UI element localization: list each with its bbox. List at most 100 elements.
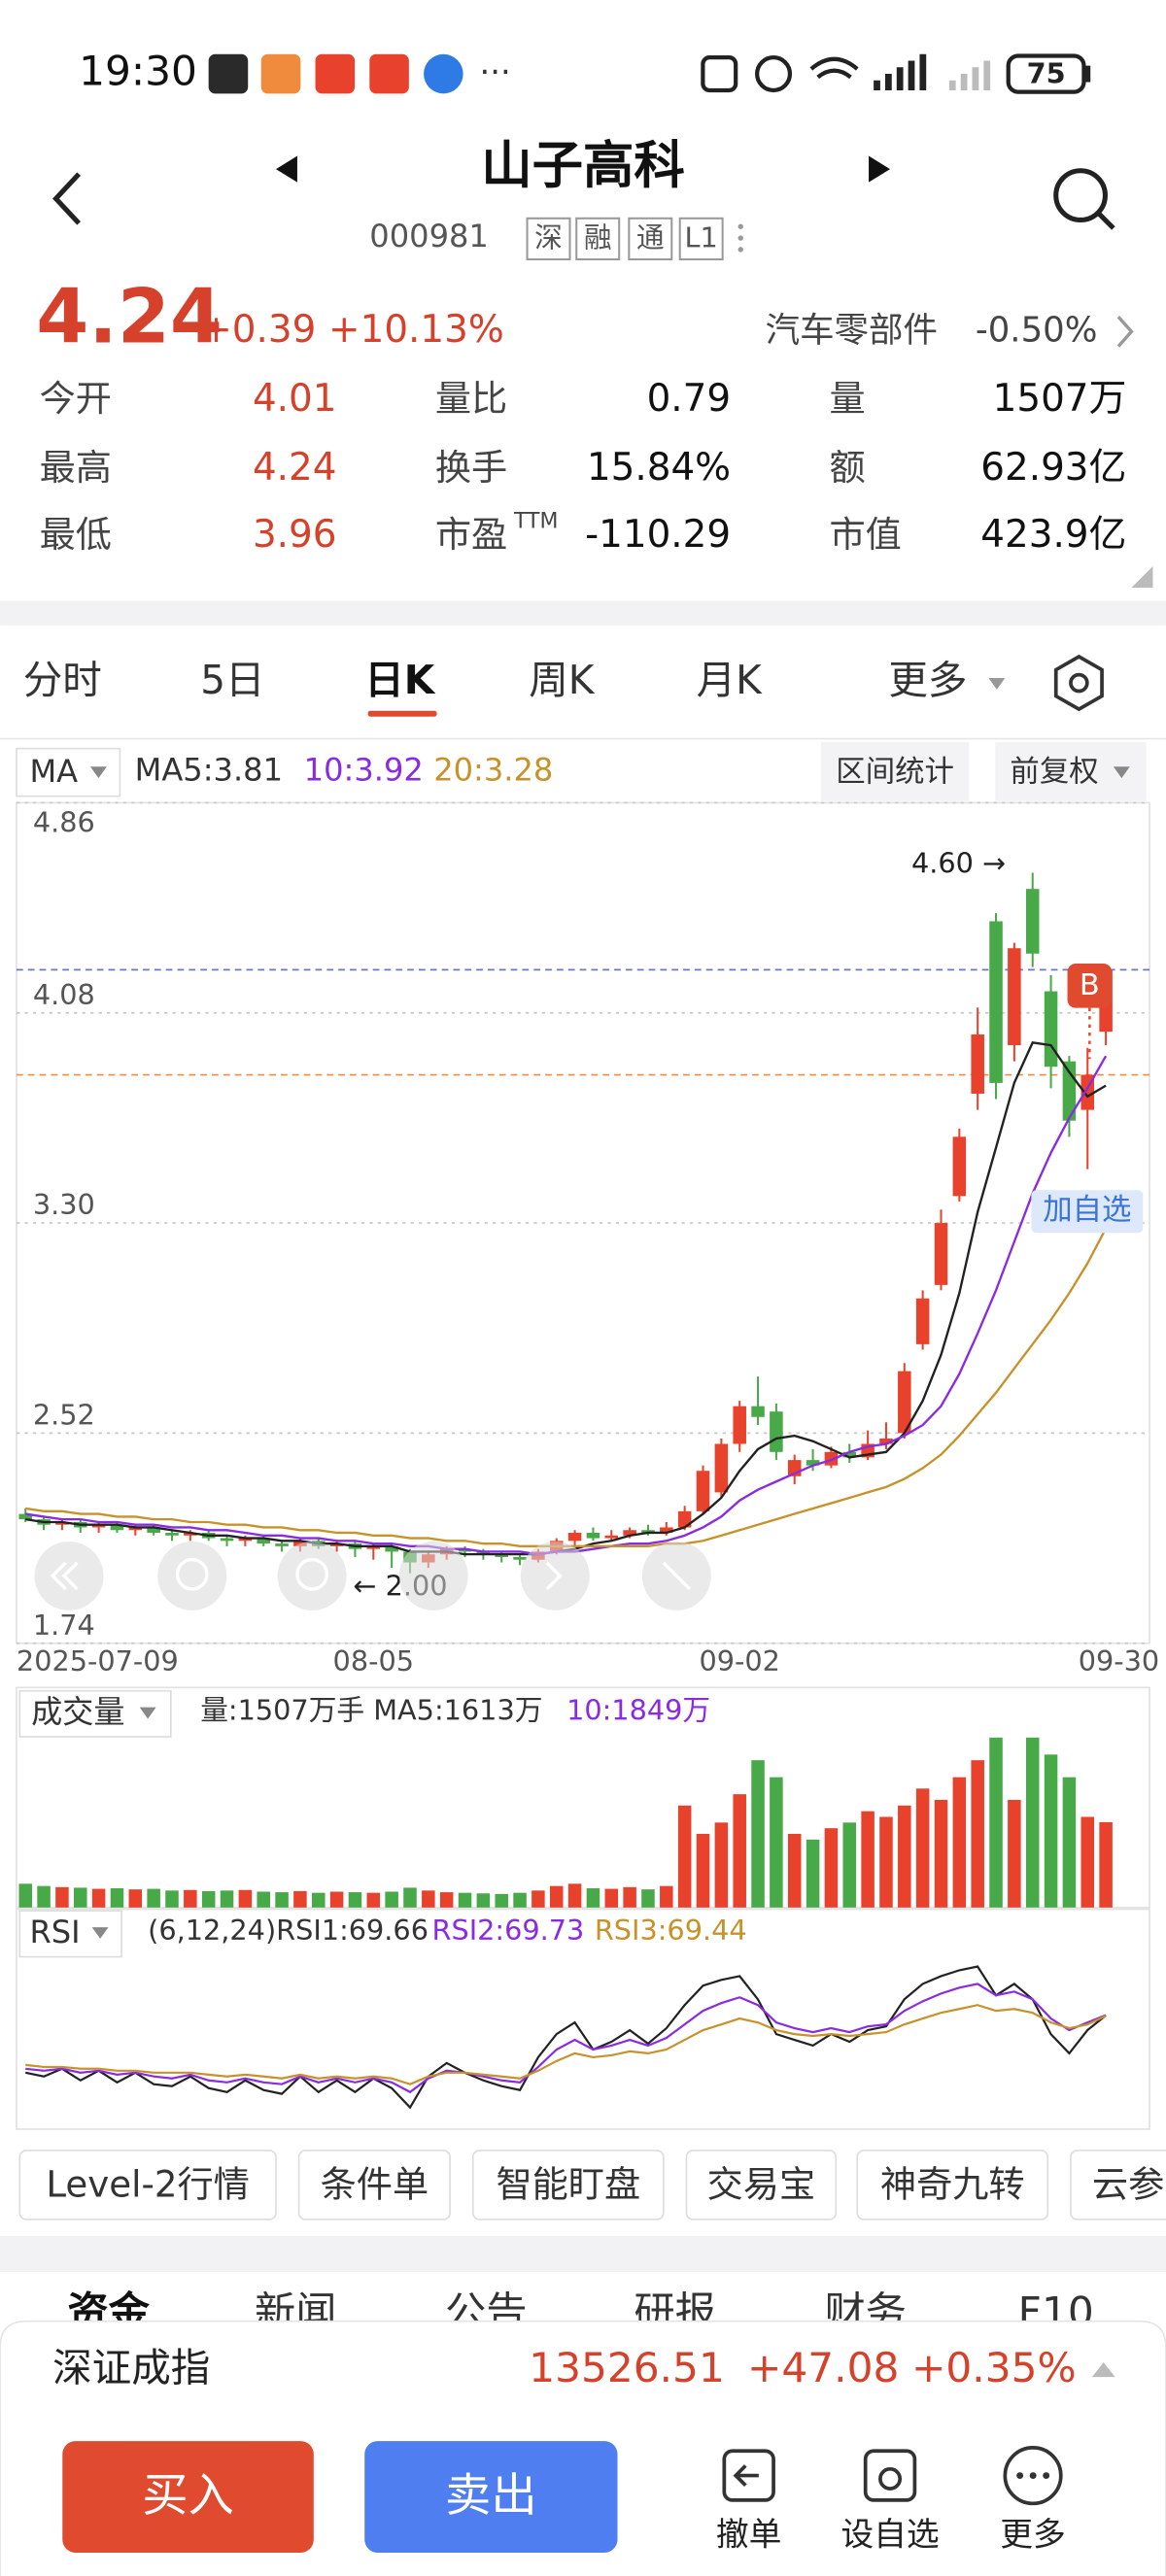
candle-body: [714, 1443, 729, 1493]
volume-bar: [677, 1805, 692, 1908]
feature-chip[interactable]: [1070, 2150, 1166, 2220]
candle-body: [586, 1533, 600, 1539]
stat-value: -110.29: [585, 513, 731, 557]
more-icon[interactable]: [1003, 2445, 1063, 2506]
candle-body: [660, 1527, 673, 1534]
stat-value: 15.84%: [587, 446, 731, 490]
candle-body: [696, 1471, 710, 1511]
stock-code: 000981: [369, 218, 489, 254]
search-button[interactable]: [1053, 168, 1108, 222]
rsi-caret: [91, 1927, 109, 1939]
volume-bar: [311, 1892, 326, 1908]
zoom-out[interactable]: [277, 1541, 347, 1610]
volume-bar: [495, 1893, 508, 1908]
index-change: +47.08: [747, 2344, 899, 2391]
feature-chip[interactable]: [856, 2150, 1049, 2220]
stat-label: 今开: [40, 377, 112, 420]
volume-bar: [329, 1891, 344, 1908]
feature-chip-label: 云参: [1092, 2163, 1164, 2206]
more-caret: [988, 677, 1006, 690]
candle-body: [915, 1298, 930, 1344]
cancel-glyph: [733, 2464, 759, 2488]
prev-stock[interactable]: [275, 155, 297, 183]
feature-chip-label: 条件单: [321, 2163, 429, 2206]
candle-body: [879, 1438, 893, 1444]
tag: 深: [534, 221, 563, 254]
ma-legend: MA5:3.81 10:3.92 20:3.28: [135, 751, 554, 788]
battery: [1006, 53, 1086, 94]
range-stats-label: 区间统计: [836, 756, 954, 790]
settings-button[interactable]: [1053, 654, 1104, 712]
next-stock[interactable]: [869, 155, 891, 183]
period-tab[interactable]: 更多: [888, 657, 967, 703]
tag-box: [678, 217, 724, 261]
volume-bar: [220, 1890, 234, 1908]
search-handle: [1096, 211, 1115, 230]
volume-bar: [861, 1811, 874, 1908]
ma-legend-item: 20:3.28: [433, 751, 553, 788]
volume-bar: [879, 1816, 893, 1908]
volume-bar: [403, 1887, 417, 1908]
cancel-icon[interactable]: [722, 2449, 775, 2502]
zoom-in[interactable]: [157, 1541, 227, 1610]
ma-selector[interactable]: [16, 747, 121, 797]
stock-name: 山子高科: [481, 136, 685, 195]
add-watch-tag[interactable]: [1031, 1190, 1144, 1234]
scroll-back[interactable]: [398, 1541, 468, 1610]
period-tab[interactable]: 周K: [529, 657, 596, 703]
candle-body: [733, 1406, 746, 1444]
index-name[interactable]: 深证成指: [52, 2344, 210, 2390]
last-price: 4.24: [36, 274, 223, 361]
volume-bar: [1062, 1777, 1077, 1908]
volume-bar: [238, 1889, 253, 1908]
watch-icon[interactable]: [863, 2449, 917, 2502]
candle-body: [165, 1533, 179, 1536]
volume-caret: [139, 1707, 156, 1719]
candle-body: [971, 1034, 984, 1094]
period-tab[interactable]: 日K: [364, 657, 436, 703]
candle-body: [495, 1554, 508, 1557]
candle-body: [567, 1533, 582, 1542]
app-icon: [369, 53, 409, 94]
sell-button[interactable]: [364, 2441, 618, 2554]
sector-name[interactable]: 汽车零部件: [766, 310, 938, 350]
volume-bar: [842, 1822, 857, 1908]
index-expand[interactable]: [1091, 2361, 1115, 2378]
range-stats-button[interactable]: [821, 741, 970, 801]
feature-chip[interactable]: [297, 2150, 451, 2220]
buy-button[interactable]: [62, 2441, 314, 2554]
divider: [0, 600, 1166, 626]
tag-box: [526, 217, 571, 261]
feature-chip[interactable]: [471, 2150, 665, 2220]
candle-body: [238, 1538, 253, 1542]
candle-body: [677, 1510, 692, 1528]
period-tab[interactable]: 5日: [200, 657, 264, 703]
rsi-selector[interactable]: [18, 1910, 122, 1958]
candle-body: [604, 1535, 619, 1539]
scroll-left[interactable]: [34, 1541, 104, 1610]
y-tick-label: 4.86: [33, 805, 95, 838]
feature-chip[interactable]: [685, 2150, 838, 2220]
ma-caret: [89, 766, 107, 779]
back-button[interactable]: [52, 172, 82, 225]
period-tab[interactable]: 分时: [23, 657, 102, 703]
watch-glyph: [878, 2466, 903, 2491]
control-glyphs: [50, 1561, 692, 1591]
more-dot: [737, 235, 743, 241]
stat-label: 最高: [40, 446, 112, 489]
volume-bar: [714, 1822, 729, 1908]
nfc-icon: [701, 55, 738, 93]
volume-bar: [257, 1891, 270, 1908]
volume-bar: [110, 1887, 124, 1908]
signal-icon: [874, 53, 927, 90]
scroll-right[interactable]: [520, 1541, 590, 1610]
tag: 通: [636, 221, 665, 254]
battery-tip: [1085, 65, 1091, 83]
period-tab[interactable]: 月K: [697, 657, 764, 703]
volume-bar: [439, 1892, 454, 1908]
feature-chip[interactable]: [18, 2150, 277, 2220]
stat-label: 量比: [435, 377, 507, 420]
